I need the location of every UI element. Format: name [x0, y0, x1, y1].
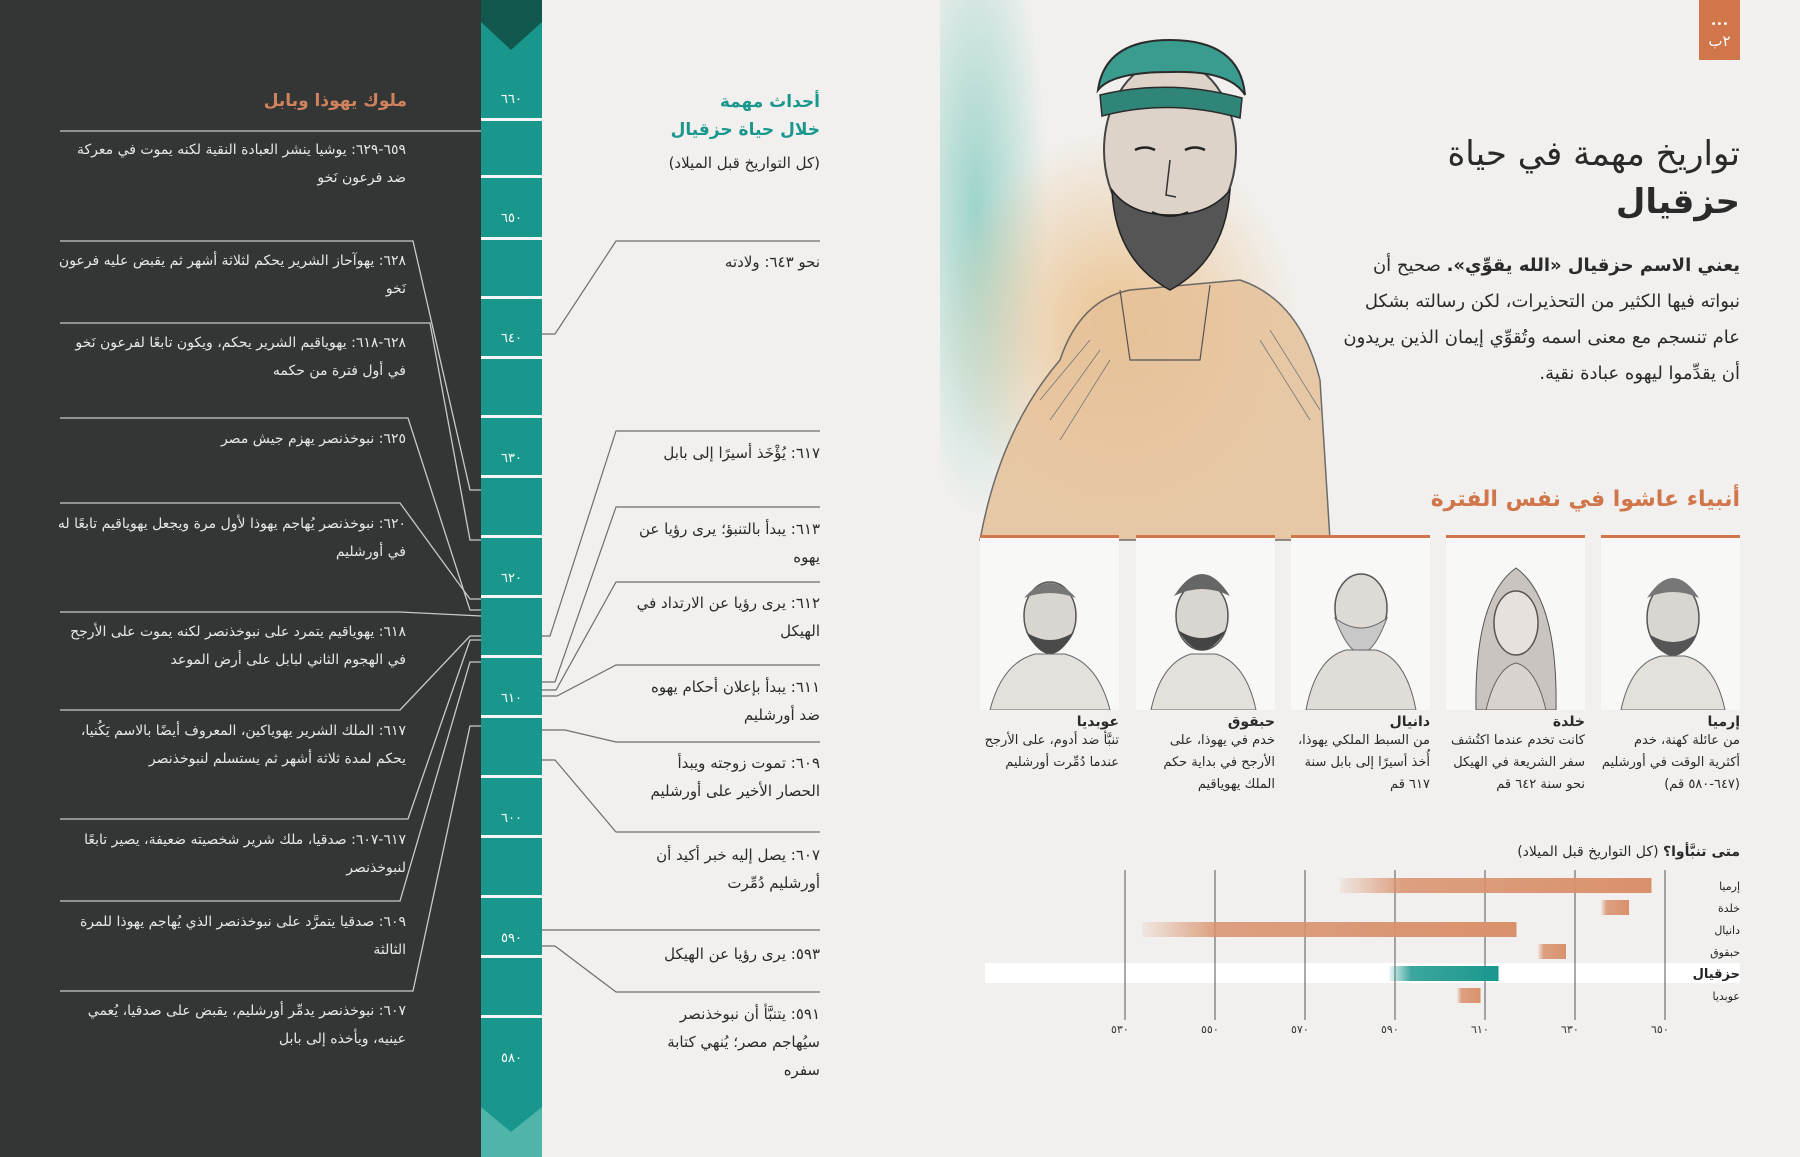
prophet-name: إرميا	[1707, 714, 1741, 730]
page-number-badge: ••• ٢ب	[1699, 0, 1740, 60]
prophet-card: عوبديا تنبَّأ ضد أدوم، على الأرجح عندما …	[980, 535, 1119, 774]
prophet-card: خلدة كانت تخدم عندما اكتُشف سفر الشريعة …	[1446, 535, 1585, 796]
bar	[1601, 900, 1629, 915]
prophet-name: حبقوق	[1227, 714, 1275, 730]
king-event: ٦٢٨: يهوآحاز الشرير يحكم لثلاثة أشهر ثم …	[58, 253, 406, 297]
ezekiel-event: نحو ٦٤٣: ولادته	[724, 253, 820, 271]
tick-label: ٥٥٠	[1201, 1023, 1219, 1036]
prophet-portrait	[1620, 578, 1726, 710]
prophet-desc: كانت تخدم عندما اكتُشف سفر الشريعة في ال…	[1450, 733, 1585, 792]
prophet-portrait	[1305, 573, 1417, 710]
highlight-row	[985, 963, 1740, 983]
bar	[1340, 878, 1652, 893]
prophet-desc: من السبط الملكي يهوذا، أُخذ أسيرًا إلى ب…	[1297, 733, 1430, 792]
king-event: ٦١٨: يهوياقيم يتمرد على نبوخذنصر لكنه يم…	[70, 624, 406, 668]
tick-label: ٦٥٠	[1651, 1023, 1669, 1036]
tick-label: ٦١٠	[1471, 1023, 1489, 1036]
prophecy-chart: ٦٥٠ ٦٣٠ ٦١٠ ٥٩٠ ٥٧٠ ٥٥٠ ٥٣٠ إرميا خلدة دانيال حبقو…	[985, 870, 1741, 1036]
prophet-card: دانيال من السبط الملكي يهوذا، أُخذ أسيرً…	[1291, 535, 1430, 796]
series-label: عوبديا	[1713, 990, 1741, 1003]
king-event: ٦١٧-٦٠٧: صدقيا، ملك شرير شخصيته ضعيفة، ي…	[84, 832, 406, 876]
timeline-strip: ٦٦٠ ٦٥٠ ٦٤٠ ٦٣٠ ٦٢٠ ٦١٠ ٦٠٠ ٥٩٠ ٥٨٠	[481, 0, 542, 1157]
chart-heading: متى تنبَّأوا؟ (كل التواريخ قبل الميلاد)	[1517, 844, 1740, 860]
ezekiel-event: ٦١١: يبدأ بإعلان أحكام يهوه ضد أورشليم	[651, 678, 820, 724]
king-event: ٦٢٥: نبوخذنصر يهزم جيش مصر	[220, 431, 406, 447]
bar	[1142, 922, 1517, 937]
prophet-portrait	[1475, 567, 1557, 710]
bar	[1389, 966, 1499, 981]
tick-label: ٥٣٠	[1111, 1023, 1129, 1036]
prophet-card: إرميا من عائلة كهنة، خدم أكثرية الوقت في…	[1601, 535, 1740, 796]
year-label: ٦٠٠	[501, 811, 522, 826]
king-event: ٦٠٧: نبوخذنصر يدمِّر أورشليم، يقبض على ص…	[87, 1003, 406, 1047]
bar	[1457, 988, 1481, 1003]
prophets-title: أنبياء عاشوا في نفس الفترة	[1430, 487, 1740, 512]
kings-title: ملوك يهوذا وبابل	[263, 91, 407, 111]
king-event: ٦٢٨-٦١٨: يهوياقيم الشرير يحكم، ويكون تاب…	[75, 335, 406, 379]
ezekiel-portrait	[940, 0, 1331, 541]
king-event: ٦١٧: الملك الشرير يهوياكين، المعروف أيضً…	[80, 723, 406, 767]
prophet-desc: من عائلة كهنة، خدم أكثرية الوقت في أورشل…	[1601, 733, 1740, 792]
page-title: تواريخ مهمة في حياة حزقيال	[1447, 130, 1740, 226]
page-number: ٢ب	[1708, 32, 1731, 50]
chart-subtitle: (كل التواريخ قبل الميلاد)	[1517, 844, 1659, 860]
events-title-line1: أحداث مهمة	[719, 92, 820, 112]
year-label: ٥٩٠	[501, 931, 522, 946]
series-label: إرميا	[1719, 880, 1740, 893]
king-event: ٦٢٠: نبوخذنصر يُهاجم يهوذا لأول مرة ويجع…	[57, 516, 406, 560]
prophet-portrait	[989, 581, 1111, 710]
tick-label: ٥٧٠	[1291, 1023, 1309, 1036]
series-label: حزقيال	[1693, 967, 1740, 982]
ezekiel-event: ٦١٣: يبدأ بالتنبؤ؛ يرى رؤيا عن يهوه	[638, 520, 820, 566]
ezekiel-event: ٦٠٩: تموت زوجته ويبدأ الحصار الأخير على …	[650, 754, 820, 800]
year-label: ٦٤٠	[501, 331, 522, 346]
year-label: ٦٢٠	[501, 571, 522, 586]
year-label: ٦١٠	[501, 691, 522, 706]
king-event: ٦٥٩-٦٢٩: يوشيا ينشر العبادة النقية لكنه …	[77, 142, 406, 186]
series-label: خلدة	[1718, 902, 1740, 915]
ezekiel-event: ٥٩١: يتنبَّأ أن نبوخذنصر سيُهاجم مصر؛ يُ…	[667, 1005, 820, 1079]
prophet-desc: تنبَّأ ضد أدوم، على الأرجح عندما دُمِّرت…	[984, 733, 1119, 770]
series-label: دانيال	[1714, 924, 1740, 937]
year-label: ٥٨٠	[501, 1051, 522, 1066]
chart-title: متى تنبَّأوا؟	[1663, 844, 1740, 860]
tick-label: ٦٣٠	[1561, 1023, 1579, 1036]
year-label: ٦٥٠	[501, 211, 522, 226]
year-label: ٦٣٠	[501, 451, 522, 466]
king-event: ٦٠٩: صدقيا يتمرَّد على نبوخذنصر الذي يُه…	[79, 914, 406, 958]
prophet-card: حبقوق خدم في يهوذا، على الأرجح في بداية …	[1136, 535, 1275, 796]
ezekiel-event: ٦٠٧: يصل إليه خبر أكيد أن أورشليم دُمِّر…	[656, 846, 820, 892]
prophet-name: خلدة	[1552, 714, 1585, 730]
bar	[1538, 944, 1566, 959]
prophet-desc: خدم في يهوذا، على الأرجح في بداية حكم ال…	[1163, 733, 1275, 792]
ezekiel-event: ٦١٢: يرى رؤيا عن الارتداد في الهيكل	[636, 594, 820, 640]
dates-note: (كل التواريخ قبل الميلاد)	[668, 154, 820, 172]
title-line2: حزقيال	[1615, 182, 1740, 222]
ezekiel-event: ٦١٧: يُؤْخَذ أسيرًا إلى بابل	[663, 444, 820, 462]
prophet-portrait	[1150, 574, 1257, 710]
prophet-name: دانيال	[1389, 714, 1430, 730]
intro-bold: يعني الاسم حزقيال «الله يقوِّي».	[1446, 255, 1740, 276]
series-label: حبقوق	[1710, 946, 1740, 959]
ezekiel-event: ٥٩٣: يرى رؤيا عن الهيكل	[664, 945, 820, 963]
intro-text: صحيح أن نبواته فيها الكثير من التحذيرات،…	[1343, 255, 1740, 384]
intro-paragraph: يعني الاسم حزقيال «الله يقوِّي». صحيح أن…	[1340, 248, 1740, 392]
title-line1: تواريخ مهمة في حياة	[1447, 134, 1740, 174]
prophet-name: عوبديا	[1076, 714, 1119, 730]
events-title-line2: خلال حياة حزقيال	[670, 120, 820, 140]
year-label: ٦٦٠	[501, 92, 522, 107]
tick-label: ٥٩٠	[1381, 1023, 1399, 1036]
